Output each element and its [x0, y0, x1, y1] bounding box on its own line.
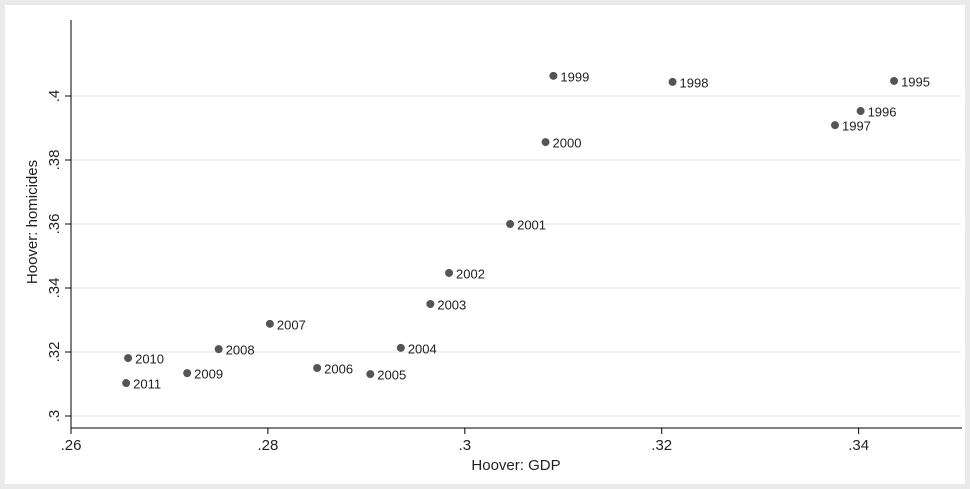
point-label: 2003	[437, 297, 466, 312]
point-label: 2010	[135, 352, 164, 367]
point	[124, 354, 133, 363]
point-label: 2006	[324, 361, 353, 376]
point-label: 1998	[680, 75, 709, 90]
point	[313, 364, 322, 372]
point	[541, 138, 550, 147]
point	[830, 121, 839, 130]
x-tick-label: .34	[848, 437, 869, 454]
point	[366, 370, 375, 379]
x-tick-label: .3	[459, 437, 472, 454]
point-label: 2004	[408, 341, 437, 356]
point-label: 2001	[517, 217, 546, 232]
point	[856, 107, 865, 116]
x-tick-label: .28	[257, 437, 278, 454]
point	[214, 345, 223, 354]
y-tick-label: .36	[46, 214, 63, 235]
y-tick-label: .38	[46, 150, 63, 171]
point	[549, 71, 558, 80]
x-tick-label: .26	[61, 437, 82, 454]
point-label: 1996	[868, 104, 897, 119]
point-label: 1999	[560, 69, 589, 84]
point-label: 1997	[842, 119, 871, 134]
point-label: 2005	[377, 368, 406, 383]
plot-region	[5, 5, 965, 484]
point-label: 2008	[226, 343, 255, 358]
point	[890, 76, 899, 85]
point-label: 2002	[456, 266, 485, 281]
point	[426, 300, 435, 308]
point-label: 1995	[901, 74, 930, 89]
point	[122, 379, 131, 388]
y-tick-label: .3	[46, 410, 63, 423]
point-label: 2007	[277, 317, 306, 332]
point	[506, 220, 515, 228]
y-tick-label: .34	[46, 278, 63, 299]
point	[445, 268, 454, 277]
y-tick-label: .4	[46, 90, 63, 103]
point	[668, 77, 677, 86]
y-tick-label: .32	[46, 342, 63, 363]
point-label: 2000	[553, 136, 582, 151]
point	[396, 343, 405, 352]
point	[183, 369, 192, 378]
x-tick-label: .32	[651, 437, 672, 454]
y-axis-title: Hoover: homicides	[24, 160, 41, 284]
point-label: 2011	[133, 376, 161, 391]
x-axis-title: Hoover: GDP	[471, 457, 560, 474]
point-label: 2009	[194, 367, 223, 382]
point	[265, 319, 274, 328]
